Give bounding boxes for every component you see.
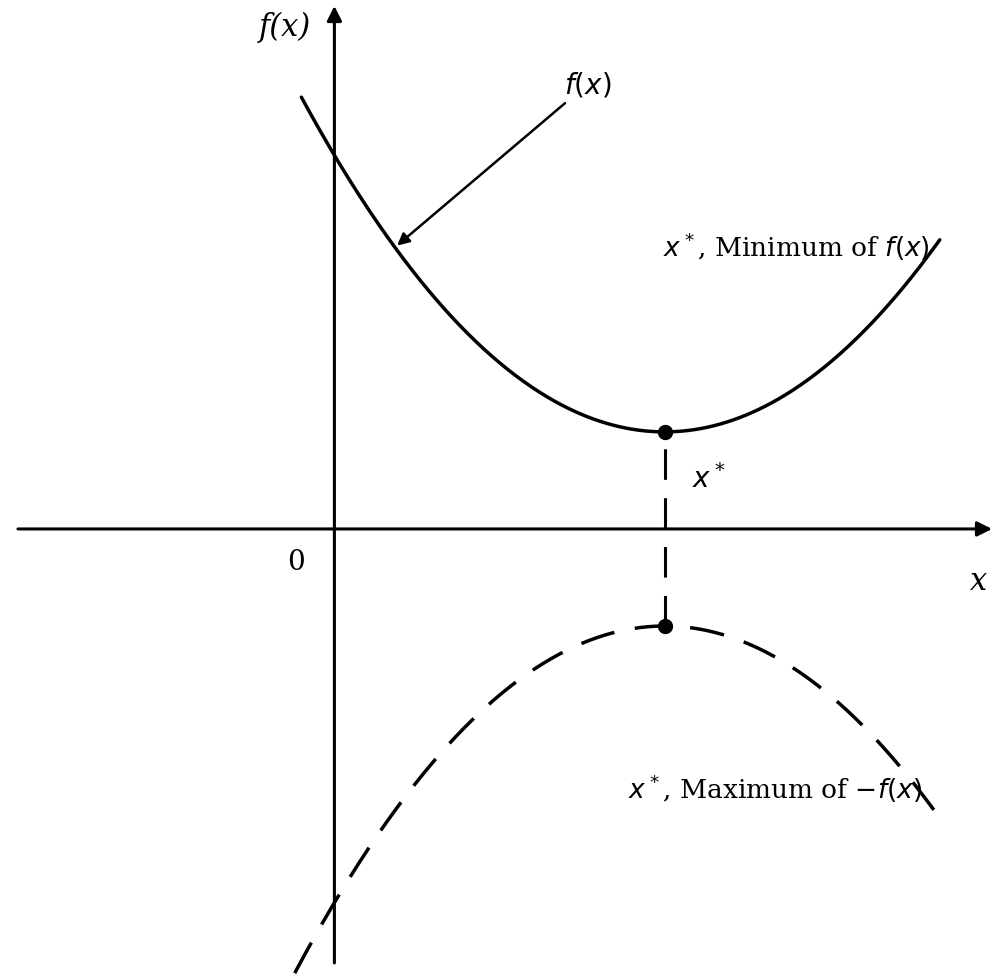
Text: f(x): f(x) [259, 13, 311, 43]
Text: $x^*$, Minimum of $f(x)$: $x^*$, Minimum of $f(x)$ [663, 231, 930, 263]
Text: $f(x)$: $f(x)$ [400, 70, 611, 244]
Text: $x^*$: $x^*$ [692, 464, 725, 493]
Text: 0: 0 [287, 549, 305, 575]
Text: $x^*$, Maximum of $-f(x)$: $x^*$, Maximum of $-f(x)$ [627, 772, 922, 804]
Text: $-f(x)$: $-f(x)$ [0, 977, 1, 978]
Text: x: x [970, 565, 987, 597]
